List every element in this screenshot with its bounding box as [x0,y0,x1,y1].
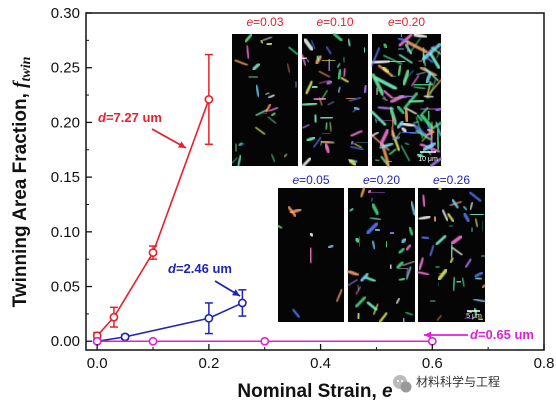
x-tick-label: 0.4 [310,355,331,372]
watermark-text: 材料科学与工程 [416,374,500,389]
watermark: 材料科学与工程 [393,374,500,393]
series-3 [92,336,437,346]
micrograph-bottom-3 [416,186,486,322]
series-line [96,99,210,337]
micrograph-top-1 [231,33,299,168]
series-line [97,302,243,343]
data-point [148,248,158,258]
x-tick-label: 0.0 [87,355,108,372]
annotation-1: d=7.27 um [98,110,187,149]
data-point [260,336,270,346]
data-point [92,336,102,346]
series-1 [92,53,214,341]
micrograph-bottom-1 [277,188,344,322]
inset-label-top-3: e=0.20 [388,15,425,29]
annotation-label: d=7.27 um [98,110,162,125]
inset-label-top-1: e=0.03 [246,15,283,29]
x-axis-label: Nominal Strain, e [237,381,393,402]
x-tick-label: 0.6 [422,355,443,372]
wechat-icon [393,375,412,393]
x-tick-label: 0.8 [534,355,555,372]
y-tick-label: 0.20 [51,114,80,131]
micrograph-top-3 [370,32,443,168]
scale-bar-bottom-label: 5 μm [466,313,482,320]
y-tick-label: 0.15 [51,169,80,186]
y-tick-label: 0.05 [51,279,80,296]
data-point [204,95,214,104]
annotation-label: d=2.46 um [168,261,232,276]
arrow-head [178,141,186,148]
plot-series [92,53,437,346]
series-annotations: d=7.27 um d=2.46 um d=0.65 um [98,110,534,342]
y-tick-label: 0.10 [51,224,80,241]
annotation-3: d=0.65 um [424,327,534,342]
inset-label-bottom-3: e=0.26 [433,173,470,187]
inset-label-top-2: e=0.10 [316,15,353,29]
inset-label-bottom-1: e=0.05 [292,173,329,187]
data-point [109,312,119,322]
scale-bar-top-label: 10 μm [418,156,438,163]
y-tick-label: 0.30 [51,5,80,22]
arrow-head [424,331,432,339]
inset-label-bottom-2: e=0.20 [363,173,400,187]
micrograph-insets: e=0.03 e=0.10 e=0.20 10 μm e=0.05 e=0.20 e=0.2… [231,15,486,324]
arrow-head [232,289,240,296]
data-point [204,313,214,323]
data-point [148,336,158,346]
y-tick-label: 0.00 [51,333,80,350]
y-tick-label: 0.25 [51,60,80,77]
data-point [237,298,247,308]
axis-ticks: 0.0 0.2 0.4 0.6 0.8 0.00 0.05 0.10 0.15 0.20 0.25 0… [51,5,555,372]
y-axis-label: Twinning Area Fraction, ftwin [10,56,34,307]
data-point [120,332,130,342]
micrograph-top-2 [300,32,369,168]
x-tick-label: 0.2 [198,355,219,372]
micrograph-bottom-2 [346,186,416,324]
data-point [427,336,437,346]
annotation-label: d=0.65 um [470,327,534,342]
annotation-2: d=2.46 um [168,261,241,297]
plot-frame [85,12,545,351]
